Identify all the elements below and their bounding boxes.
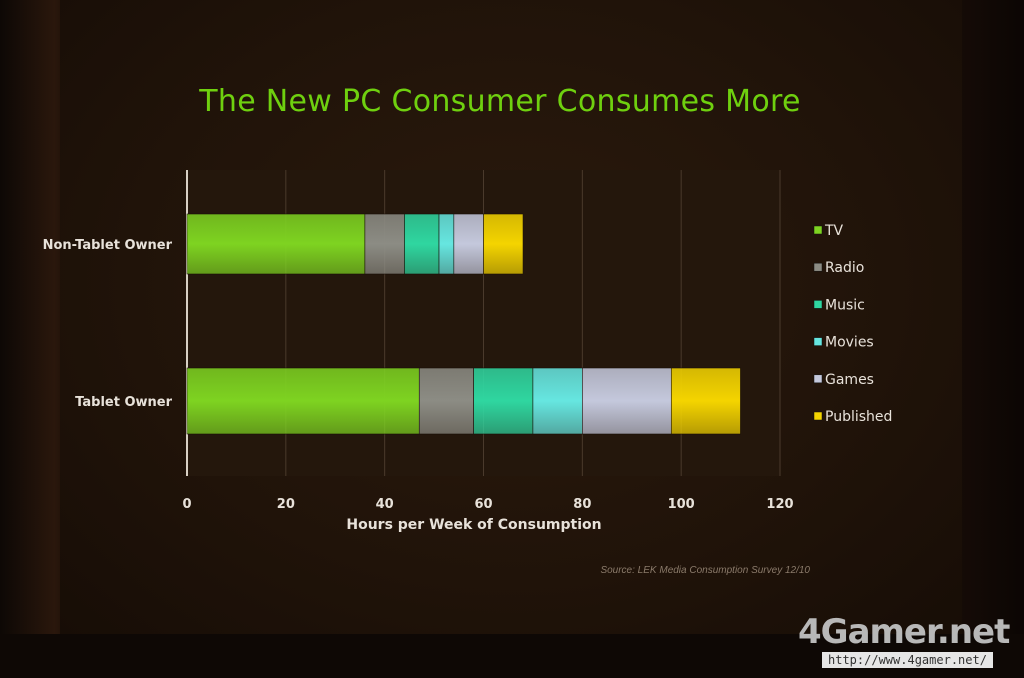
legend-label-published: Published xyxy=(825,409,892,425)
bar-tv-tablet xyxy=(186,367,420,435)
legend-swatch-radio xyxy=(813,262,823,272)
x-axis-title: Hours per Week of Consumption xyxy=(346,517,601,533)
x-tick-label: 20 xyxy=(277,497,295,512)
x-tick-label: 0 xyxy=(182,497,191,512)
bar-movies-tablet xyxy=(532,367,583,435)
room-background-right xyxy=(960,0,1024,678)
chart-source-note: Source: LEK Media Consumption Survey 12/… xyxy=(600,565,810,576)
x-tick-label: 100 xyxy=(668,497,695,512)
bar-games-non-tablet xyxy=(453,213,484,275)
legend-swatch-games xyxy=(813,374,823,384)
category-label: Non-Tablet Owner xyxy=(43,238,173,253)
bar-music-tablet xyxy=(473,367,534,435)
legend-swatch-tv xyxy=(813,225,823,235)
chart-title: The New PC Consumer Consumes More xyxy=(199,84,801,119)
watermark-url: http://www.4gamer.net/ xyxy=(822,652,993,668)
category-label: Tablet Owner xyxy=(75,395,172,410)
legend-swatch-music xyxy=(813,300,823,309)
bar-published-tablet xyxy=(670,367,741,435)
bar-tv-non-tablet xyxy=(186,213,366,275)
legend-label-tv: TV xyxy=(824,223,844,239)
x-tick-label: 40 xyxy=(376,497,394,512)
bar-movies-non-tablet xyxy=(438,213,455,275)
bar-radio-non-tablet xyxy=(364,213,405,275)
bar-music-non-tablet xyxy=(404,213,440,275)
legend-label-radio: Radio xyxy=(825,260,864,276)
legend-label-movies: Movies xyxy=(825,335,874,351)
legend-label-games: Games xyxy=(825,372,874,388)
legend-swatch-published xyxy=(813,411,823,421)
legend-label-music: Music xyxy=(825,297,865,313)
bar-games-tablet xyxy=(582,367,672,435)
bar-radio-tablet xyxy=(418,367,474,435)
x-tick-label: 120 xyxy=(766,497,793,512)
bar-published-non-tablet xyxy=(483,213,524,275)
legend-swatch-movies xyxy=(813,337,823,346)
x-tick-label: 80 xyxy=(573,497,591,512)
x-tick-label: 60 xyxy=(474,497,492,512)
watermark-logo: 4Gamer.net xyxy=(798,612,1010,652)
